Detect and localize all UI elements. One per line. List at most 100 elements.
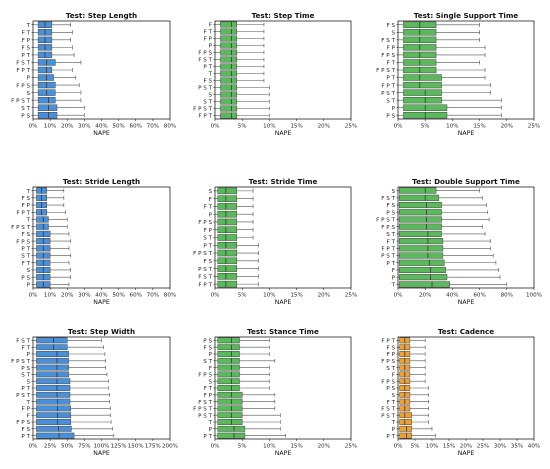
x-tick-label: 100% (526, 293, 542, 299)
category-label: S T (21, 373, 30, 379)
box-row (398, 21, 480, 28)
x-axis-label: NAPE (275, 299, 292, 306)
x-tick-label: 20% (460, 444, 472, 450)
box (217, 398, 243, 405)
category-label: F (392, 268, 395, 274)
plot-frame (214, 20, 352, 120)
category-label: P S T (381, 413, 395, 419)
box-row (215, 337, 270, 344)
box-row (33, 337, 102, 344)
x-axis-label: NAPE (458, 299, 475, 306)
chart-title: Test: Double Support Time (412, 177, 520, 186)
category-label: P T (21, 386, 30, 392)
box (217, 391, 243, 398)
x-tick-label: 30% (78, 124, 90, 130)
x-tick-label: 20% (318, 293, 330, 299)
box-row (215, 42, 265, 49)
box-row (215, 226, 254, 234)
category-label: P (209, 44, 213, 50)
category-label: S (26, 268, 30, 274)
box-row (398, 391, 429, 398)
box (403, 96, 442, 104)
box-row (215, 91, 270, 98)
category-label: F S (386, 203, 395, 209)
box (217, 280, 238, 288)
x-axis-label: NAPE (275, 450, 292, 457)
panel-4: Test: Stride Time SF F TP F P S F P S TP T F P… (193, 177, 357, 306)
box (220, 70, 238, 77)
category-label: F S (203, 259, 212, 265)
box (36, 425, 72, 432)
category-label: F P (22, 407, 31, 413)
chart-title: Test: Step Width (68, 327, 135, 336)
category-label: F P T (381, 339, 395, 345)
box (36, 405, 71, 412)
category-label: F P (387, 352, 396, 358)
box-row (398, 44, 486, 51)
box-row (215, 257, 259, 265)
box (217, 210, 238, 218)
box (37, 74, 54, 81)
category-label: P S (386, 113, 395, 119)
box-row (398, 81, 491, 89)
category-label: P S (386, 210, 395, 216)
category-label: F P T (198, 114, 212, 120)
box-row (33, 216, 68, 223)
box-row (215, 63, 265, 70)
category-label: P T (386, 261, 395, 267)
x-tick-label: 10% (263, 293, 275, 299)
x-axis-label: NAPE (93, 130, 110, 137)
box-row (33, 238, 71, 245)
category-label: F T (204, 205, 213, 211)
x-tick-label: 10% (426, 444, 438, 450)
box-row (215, 112, 270, 119)
category-label: F P S (16, 239, 30, 245)
box (217, 195, 238, 202)
box (399, 216, 442, 223)
x-tick-label: 0% (211, 124, 220, 130)
category-label: F P T (198, 282, 212, 288)
x-axis-label: NAPE (458, 450, 475, 457)
category-label: F S T (198, 400, 212, 406)
box (36, 432, 75, 439)
box (403, 89, 442, 96)
category-label: P S (21, 113, 30, 119)
box (217, 257, 238, 265)
category-label: F P T (16, 68, 30, 74)
box (399, 266, 446, 274)
box-row (398, 419, 429, 425)
category-label: F (392, 373, 395, 379)
box (217, 385, 240, 391)
category-label: S (26, 91, 30, 97)
category-label: F T (387, 61, 396, 67)
chart-title: Test: Step Time (252, 11, 315, 20)
box-row (33, 419, 112, 425)
x-tick-label: 50% (112, 293, 124, 299)
category-label: F P S (381, 379, 395, 385)
box (217, 249, 238, 257)
box-row (215, 273, 259, 280)
box-row (33, 281, 70, 288)
category-label: T (208, 420, 213, 426)
box-row (215, 70, 265, 77)
box-row (33, 96, 82, 104)
box (220, 21, 238, 28)
category-label: T (208, 72, 213, 78)
category-label: P T (21, 434, 30, 440)
box (36, 223, 49, 230)
category-label: F S (21, 232, 30, 238)
x-tick-label: 15% (473, 124, 485, 130)
category-label: F S T (198, 275, 212, 281)
category-label: F P S T (11, 98, 30, 104)
x-tick-label: 25% (44, 444, 56, 450)
x-tick-label: 20% (61, 293, 73, 299)
box-row (398, 385, 429, 391)
x-tick-label: 35% (511, 444, 523, 450)
x-tick-label: 5% (411, 444, 420, 450)
category-label: P T (203, 434, 212, 440)
box-row (398, 274, 501, 281)
category-label: P T (21, 53, 30, 59)
category-label: F T (204, 386, 213, 392)
